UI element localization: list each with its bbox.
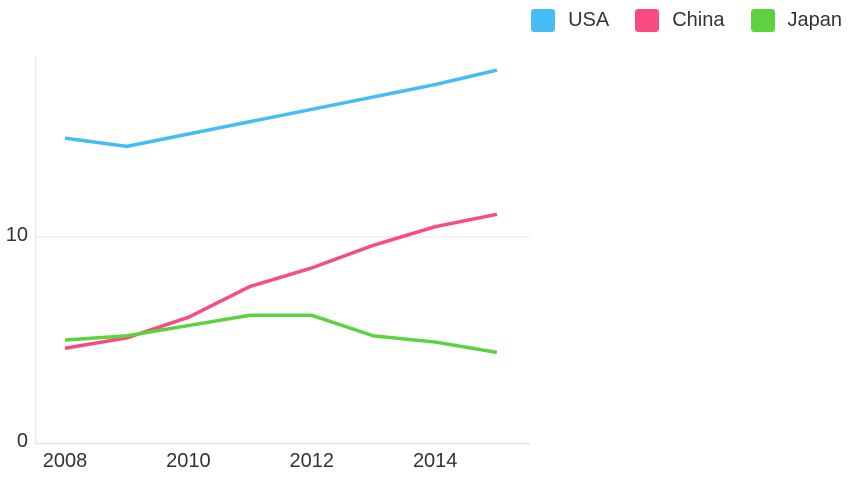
legend-label-china: China [672,9,725,31]
x-tick-label-2014: 2014 [413,450,458,472]
x-tick-label-2008: 2008 [43,450,88,472]
series-line-usa [64,68,498,149]
legend-item-usa[interactable]: USA [531,9,609,32]
x-tick-label-2010: 2010 [166,450,211,472]
legend-item-china[interactable]: China [635,9,725,32]
legend-swatch-china-icon [635,9,660,32]
series-line-japan [64,313,498,355]
legend-label-japan: Japan [787,9,843,31]
legend-swatch-usa-icon [531,9,556,32]
legend-item-japan[interactable]: Japan [750,9,843,32]
y-tick-label-10: 10 [6,224,28,246]
series-line-china [64,212,498,350]
legend-label-usa: USA [568,9,610,31]
y-tick-label-0: 0 [17,430,28,452]
chart-legend: USA China Japan [531,9,842,32]
legend-swatch-japan-icon [750,9,775,32]
x-tick-label-2012: 2012 [290,450,335,472]
